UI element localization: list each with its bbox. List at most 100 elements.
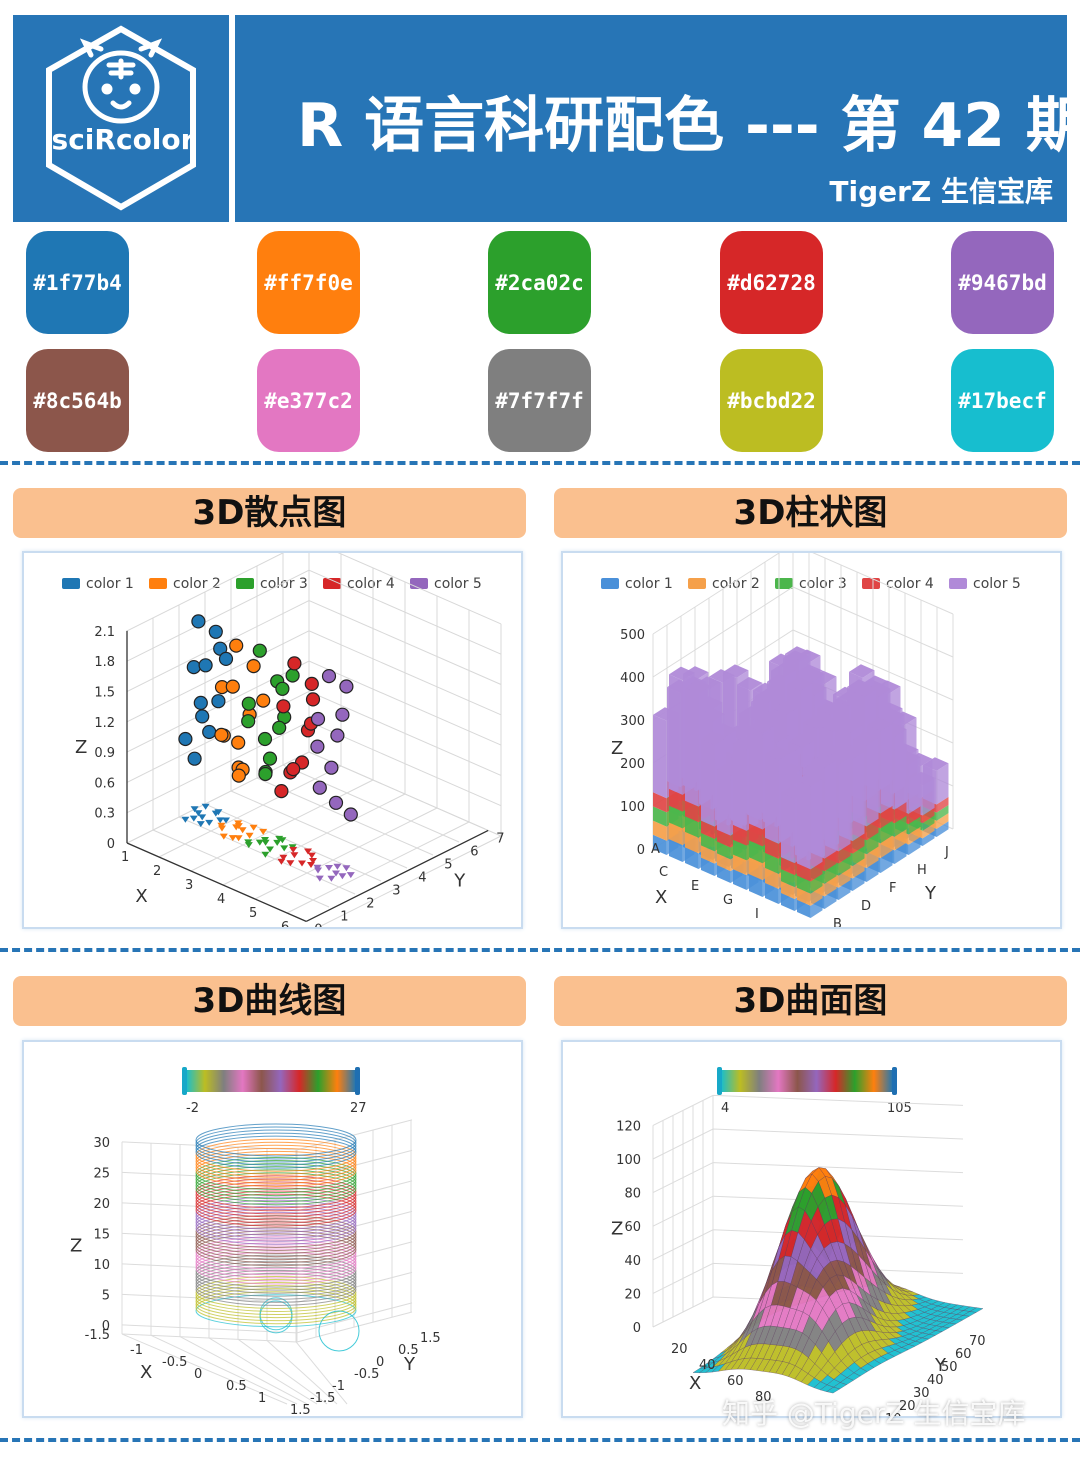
scatter-point [241,714,256,729]
scatter-point [321,668,337,684]
z-tick-label: 0 [107,837,115,852]
bar-segment-side [810,886,823,906]
z-tick-label: 0 [633,1321,641,1336]
bar-segment-side [880,723,893,814]
y-tick-label: 7 [496,831,504,846]
bar-segment-side [936,813,949,829]
scatter-shadow [309,858,317,864]
bar-segment [797,863,811,882]
scatter-point [246,658,261,674]
legend-swatch [688,578,706,589]
z-axis-label: Z [611,1219,623,1240]
x-tick-label: 5 [249,906,257,921]
bar-segment-side [908,806,921,825]
helix-loop [195,1221,357,1255]
scatter-point [193,695,208,710]
y-axis-label: Y [453,870,466,891]
helix-loop [195,1184,357,1218]
gridline [121,1333,288,1405]
color-swatch: #8c564b [26,349,129,452]
visual-map-handle [355,1067,360,1095]
scatter-point [312,780,327,795]
legend-label: color 5 [434,576,482,592]
color-swatch: #17becf [951,349,1054,452]
bar-chart: color 1 color 2 color 3 color 4 color 5 0 100 2… [561,551,1062,929]
gridline [179,1336,308,1405]
bar-segment [701,832,715,852]
gridline [208,1337,318,1405]
bar-segment [765,867,779,889]
helix-loop [195,1275,357,1309]
header-banner: sciRcolor R 语言科研配色 --- 第 42 期 TigerZ 生信宝… [13,15,1080,222]
bar-segment-side [838,843,851,864]
scatter-point [286,762,301,777]
helix-loop [195,1257,357,1291]
bar-segment-side [922,815,935,831]
scatter-shadow [346,872,355,879]
helix-loop [195,1214,357,1248]
x-axis-label: X [140,1362,152,1383]
y-tick-label: -1.5 [310,1391,335,1406]
scatter-point [343,807,358,822]
scatter-point [211,694,226,709]
bar-top [797,772,823,787]
z-tick-label: 400 [620,671,645,686]
bar-segment-side [922,807,935,824]
bar-top [685,679,711,694]
helix-loop [195,1208,357,1242]
bar-segment-side [852,870,865,891]
bar-segment [669,805,683,829]
scatter-shadow [313,864,322,871]
bar-segment [669,822,683,846]
bar-top [669,666,695,681]
scatter-point [328,795,344,810]
bar-segment [653,834,667,855]
gridline [126,751,310,844]
bar-segment-side [866,846,879,869]
bar-segment [749,857,763,881]
scatter-shadow [259,828,268,835]
x-tick-label: 0 [194,1367,202,1382]
visual-map-max: 27 [350,1101,367,1116]
x-tick-label: 80 [755,1390,772,1405]
bar-segment-side [936,804,949,821]
scatter-point [191,614,206,629]
bar-segment-side [936,796,949,813]
helix-loop [195,1144,357,1178]
gridline [178,816,356,895]
bar-segment [653,792,667,813]
scatter-shadow [261,837,269,843]
scatter-shadow [249,824,258,831]
bar-segment-side [894,815,907,837]
y-tick-label: 0.5 [398,1343,419,1358]
helix-loop [195,1141,357,1175]
header-divider [229,15,235,222]
bar-segment-side [810,861,823,882]
helix-loop [195,1285,357,1319]
legend-label: color 1 [625,576,673,592]
bar-segment-side [880,805,893,829]
x-tick-label: 1.5 [290,1403,311,1416]
y-tick-label: 1.5 [420,1331,441,1346]
scatter-shadow [190,806,199,813]
helix-loop [195,1150,357,1184]
visual-map-handle [892,1067,897,1095]
bar-top [771,663,797,677]
legend-label: color 2 [712,576,760,592]
curve-chart-svg: -2 27-1.5051015202530-1-0.500.511.5-1.5-1… [70,1067,441,1416]
scatter-shadow [307,852,316,859]
x-tick-label: E [691,879,699,894]
z-tick-label: 100 [616,1153,641,1168]
x-tick-label: 60 [727,1374,744,1389]
bar-top [787,677,813,691]
bar-segment-side [880,820,893,844]
bar-top [749,719,775,733]
gridline [204,803,382,882]
x-tick-label: A [651,842,660,857]
bar-segment [765,754,779,844]
legend-swatch [62,578,80,589]
gridline [282,764,460,843]
bar-segment [781,881,795,899]
scatter-shadow [315,875,324,882]
helix-loop [195,1193,357,1227]
